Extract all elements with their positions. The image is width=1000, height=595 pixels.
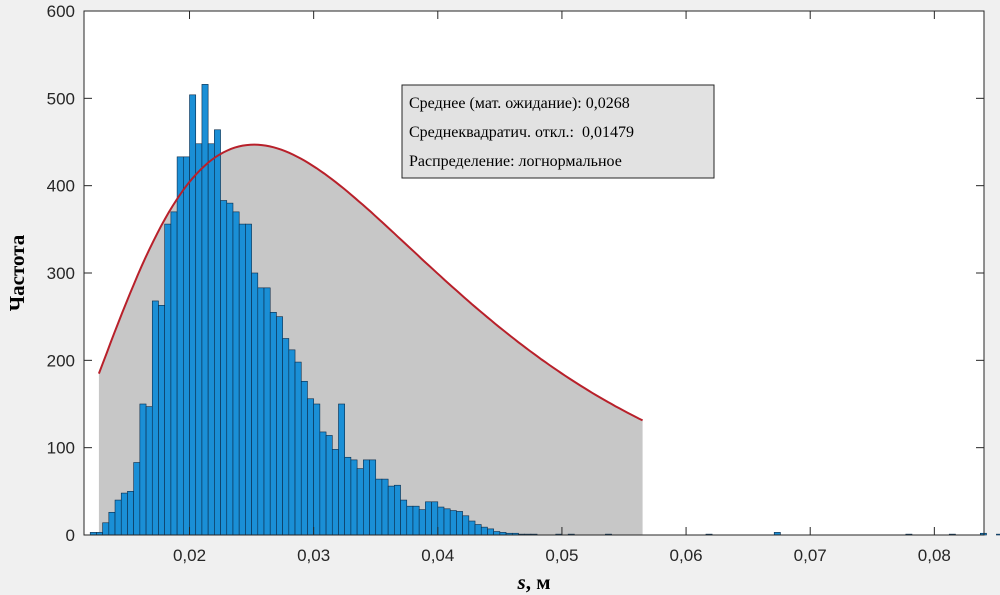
histogram-bar (189, 94, 197, 536)
y-tick-label: 400 (47, 177, 75, 196)
x-tick-label: 0,05 (545, 546, 578, 565)
info-mean: Среднее (мат. ожидание): 0,0268 (409, 95, 630, 112)
histogram-bar (238, 223, 246, 536)
x-axis: 0,02 0,03 0,04 0,05 0,06 0,07 0,08 (173, 11, 951, 565)
histogram-bar (257, 287, 265, 536)
histogram-bar (114, 499, 122, 536)
histogram-bar (474, 524, 482, 536)
histogram-bar (102, 522, 110, 536)
histogram-bar (394, 484, 401, 536)
info-box: Среднее (мат. ожидание): 0,0268 Среднекв… (401, 84, 715, 179)
histogram-bar (120, 492, 128, 536)
histogram-bar (288, 349, 296, 536)
histogram-bar (431, 501, 439, 536)
histogram-bar (369, 459, 377, 536)
histogram-bar (406, 505, 414, 536)
x-tick-label: 0,04 (421, 546, 454, 565)
fit-line-layer (97, 143, 644, 422)
y-tick-label: 200 (47, 351, 75, 370)
histogram-bar (294, 361, 302, 536)
histogram-bar (437, 506, 445, 536)
histogram-bar (170, 211, 178, 536)
histogram-bar (158, 305, 165, 536)
histogram-bar (245, 223, 252, 536)
y-tick-label: 300 (47, 264, 75, 283)
histogram-bar (133, 462, 141, 536)
histogram-bar (331, 449, 339, 536)
histogram-bar (387, 485, 395, 536)
histogram-bar (276, 316, 283, 536)
histogram-bar (456, 511, 463, 536)
bars-layer (89, 84, 1000, 536)
histogram-bar (145, 406, 153, 536)
x-tick-label: 0,03 (297, 546, 330, 565)
histogram-bar (226, 202, 234, 536)
histogram-bar (108, 511, 116, 536)
histogram-bar (425, 501, 432, 536)
histogram-bar (493, 531, 501, 536)
histogram-bar (220, 200, 228, 536)
histogram-bar (139, 403, 147, 536)
histogram-bar (263, 287, 271, 536)
histogram-bar (127, 491, 134, 536)
histogram-bar (201, 84, 209, 536)
histogram-bar (183, 156, 190, 536)
histogram-bar (468, 520, 476, 536)
histogram-bar (381, 478, 389, 536)
lognormal-fit-curve (97, 143, 644, 422)
histogram-bar (164, 223, 172, 536)
y-axis: 0 100 200 300 400 500 600 (47, 2, 984, 545)
info-distribution: Распределение: логнормальное (409, 153, 622, 170)
histogram-bar (251, 272, 259, 536)
histogram-bar (300, 380, 308, 536)
histogram-bar (319, 431, 327, 536)
histogram-bar (307, 398, 314, 536)
x-tick-label: 0,07 (794, 546, 827, 565)
histogram-bar (338, 403, 345, 536)
y-tick-label: 600 (47, 2, 75, 21)
histogram-bar (232, 211, 240, 536)
histogram-bar (214, 129, 221, 536)
histogram-bar (356, 468, 364, 536)
histogram-bar (418, 509, 426, 536)
histogram-bar (375, 478, 383, 536)
histogram-bar (443, 508, 451, 536)
y-tick-label: 100 (47, 439, 75, 458)
x-axis-label-unit: , м (526, 570, 551, 594)
histogram-bar (462, 515, 470, 536)
y-tick-label: 500 (47, 89, 75, 108)
histogram-bar (282, 338, 290, 536)
histogram-bar (176, 156, 184, 536)
histogram-bar (325, 435, 333, 536)
info-box-frame (401, 84, 715, 179)
histogram-bar (151, 300, 159, 536)
histogram-bar (313, 403, 321, 536)
info-std: Среднеквадратич. откл.: 0,01479 (409, 124, 634, 141)
histogram-bar (269, 311, 277, 536)
histogram-bar (363, 459, 370, 536)
histogram-bar (195, 143, 203, 536)
histogram-bar (344, 456, 352, 536)
histogram-bar (480, 526, 488, 536)
y-tick-label: 0 (66, 526, 75, 545)
histogram-bar (412, 505, 420, 536)
x-axis-label-variable: s (517, 570, 526, 594)
histogram-bar (207, 143, 215, 536)
histogram-bar (449, 510, 457, 536)
histogram-bar (996, 533, 1000, 536)
histogram-bar (487, 528, 494, 536)
x-axis-label: s, м (517, 570, 551, 594)
histogram-bar (400, 499, 408, 536)
x-tick-label: 0,06 (670, 546, 703, 565)
histogram-bar (350, 459, 358, 536)
x-tick-label: 0,08 (918, 546, 951, 565)
x-tick-label: 0,02 (173, 546, 206, 565)
y-axis-label: Частота (5, 234, 29, 311)
